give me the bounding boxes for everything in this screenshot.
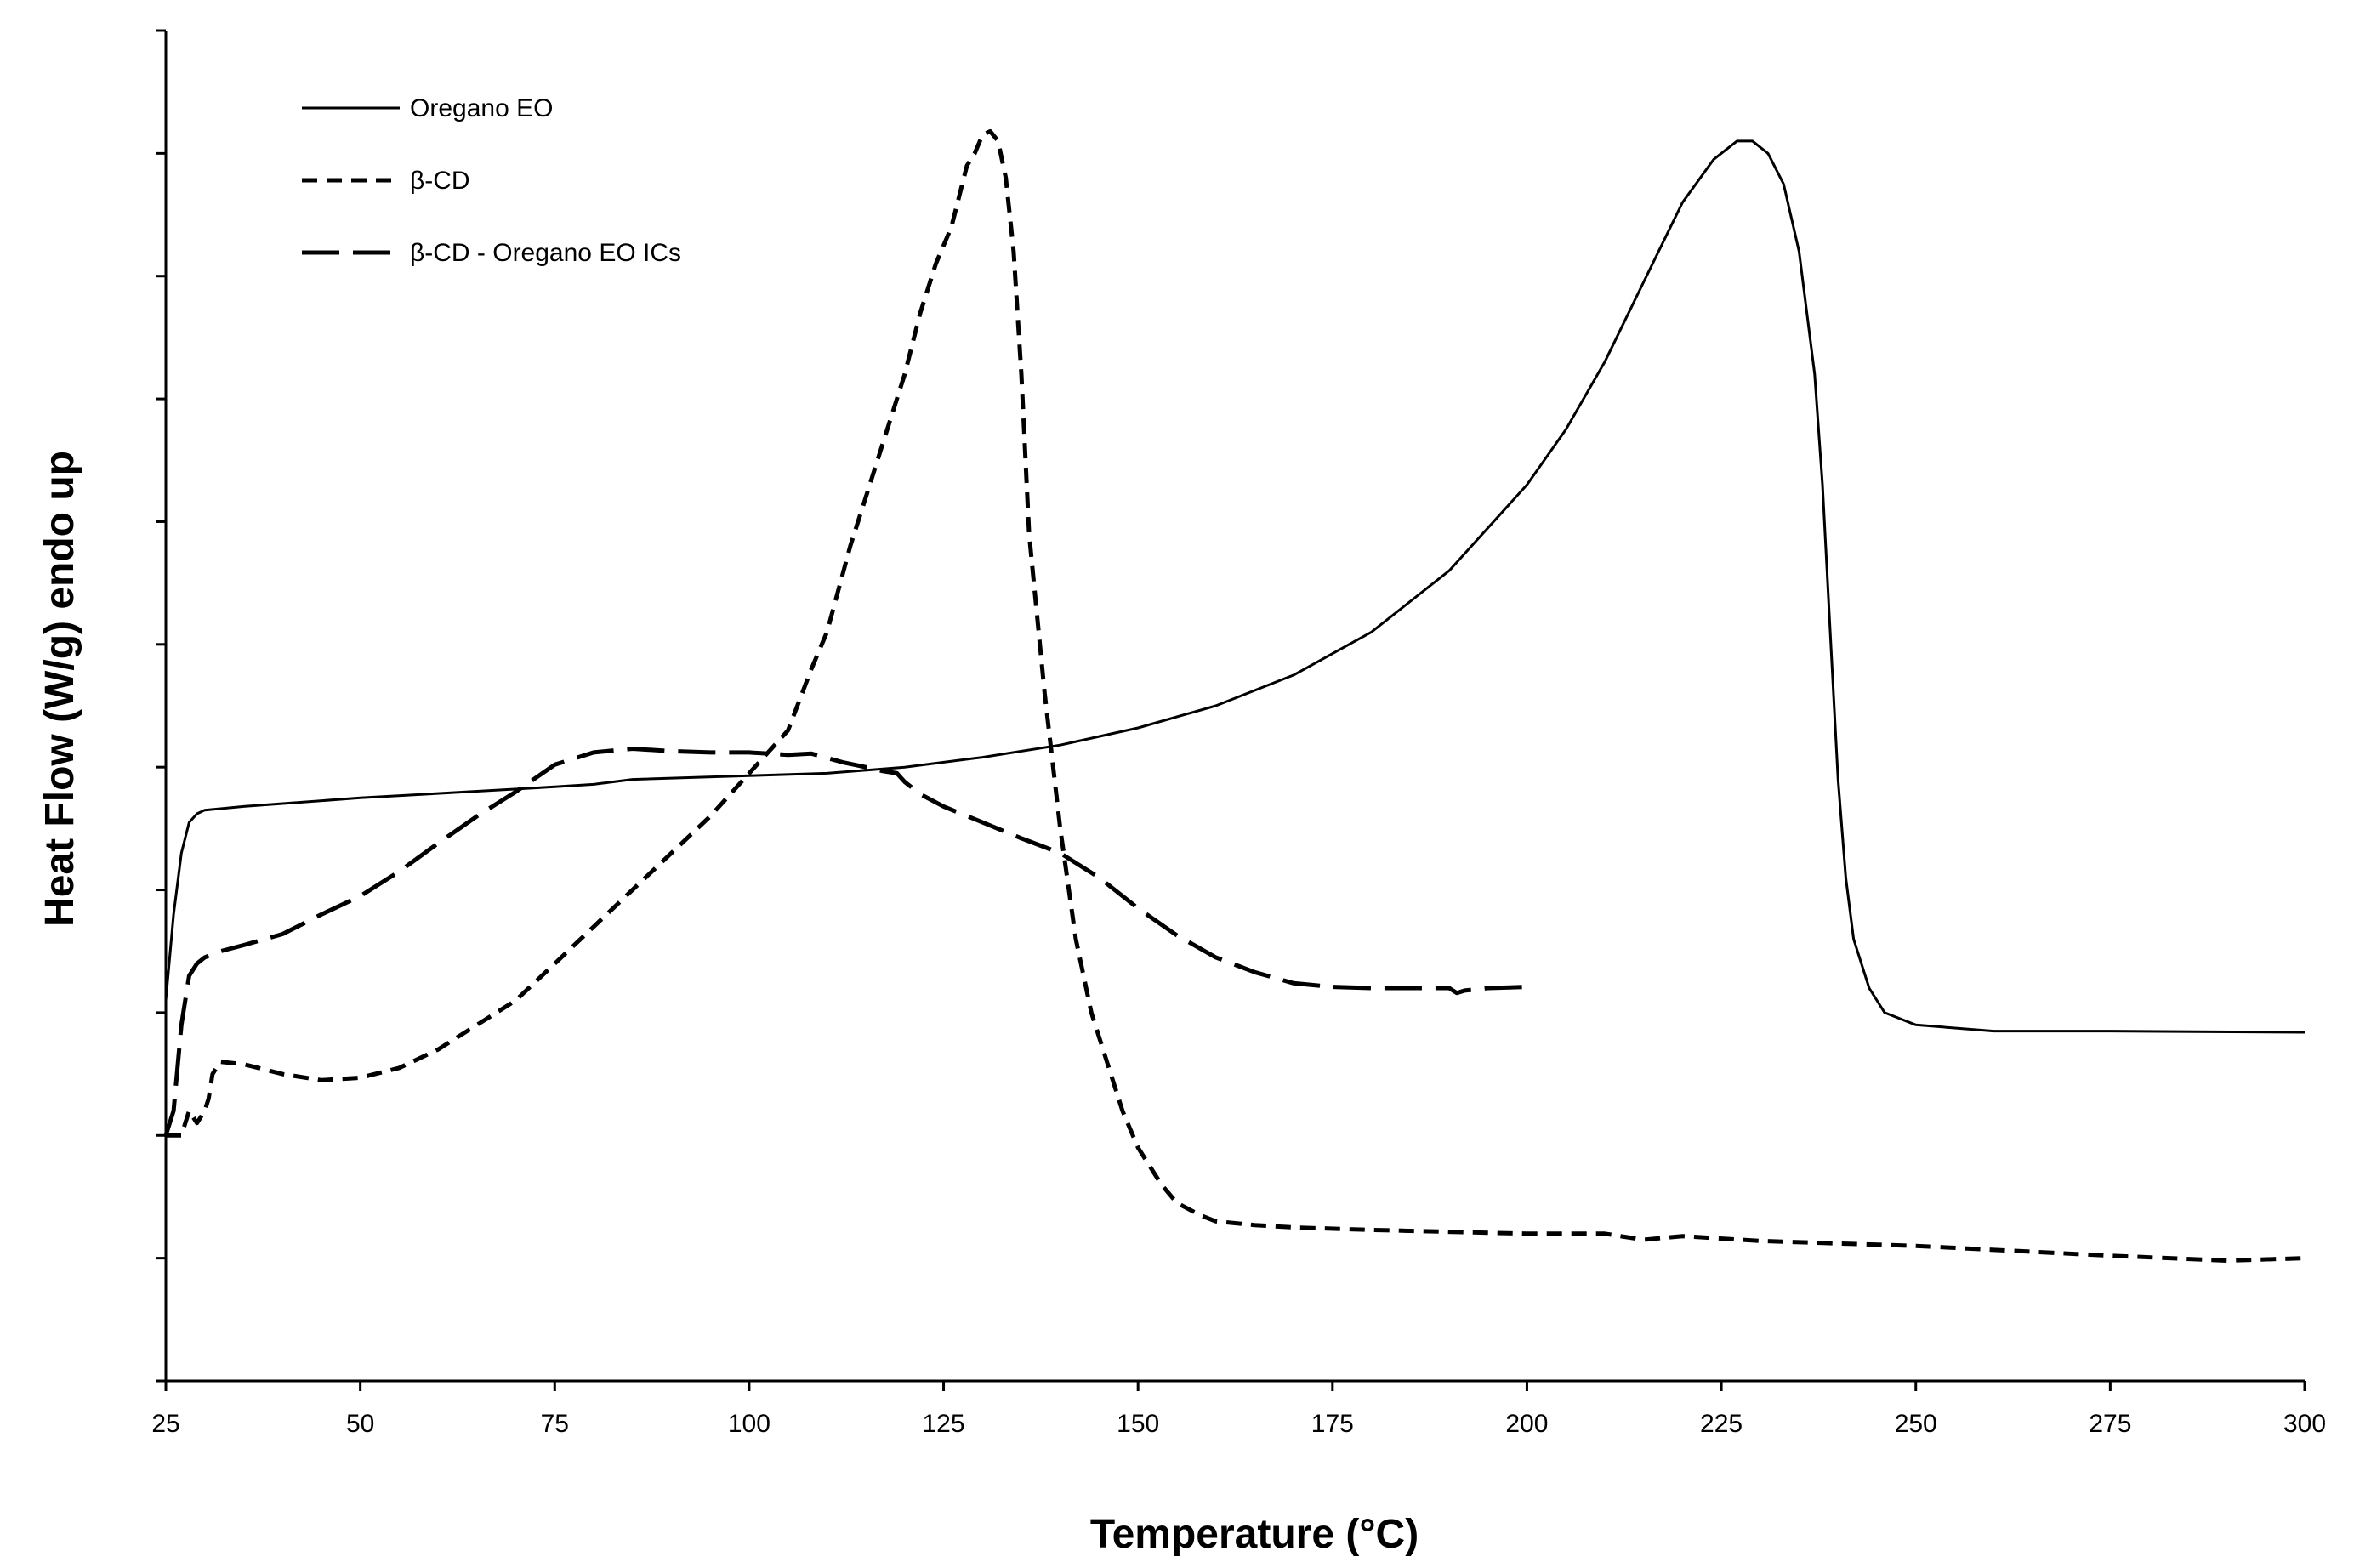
x-tick-label: 150 [1117, 1410, 1159, 1438]
x-tick-label: 100 [728, 1410, 770, 1438]
x-tick-label: 300 [2283, 1410, 2326, 1438]
x-tick-label: 50 [346, 1410, 374, 1438]
y-axis-title: Heat Flow (W/g) endo up [37, 451, 82, 927]
series-line-3 [163, 747, 1527, 1137]
series-line-2 [166, 128, 2306, 1263]
x-axis-title: Temperature (°C) [1090, 1512, 1419, 1557]
x-tick-label: 250 [1895, 1410, 1937, 1438]
legend: Oregano EO β-CD β-CD - Oregano EO ICs [302, 94, 681, 267]
legend-label-1: Oregano EO [410, 94, 553, 122]
legend-label-3: β-CD - Oregano EO ICs [410, 239, 681, 267]
legend-label-2: β-CD [410, 167, 470, 195]
x-tick-label: 225 [1700, 1410, 1743, 1438]
x-tick-label: 75 [541, 1410, 569, 1438]
x-tick-label: 200 [1505, 1410, 1548, 1438]
series-line-1 [164, 139, 2306, 1034]
x-tick-label: 25 [151, 1410, 179, 1438]
x-tick-label: 125 [923, 1410, 965, 1438]
x-tick-label: 275 [2089, 1410, 2131, 1438]
axes: 25 50 75 100 125 150 175 200 225 250 275 300 [151, 29, 2326, 1438]
series-group [163, 128, 2306, 1263]
x-tick-label: 175 [1311, 1410, 1354, 1438]
